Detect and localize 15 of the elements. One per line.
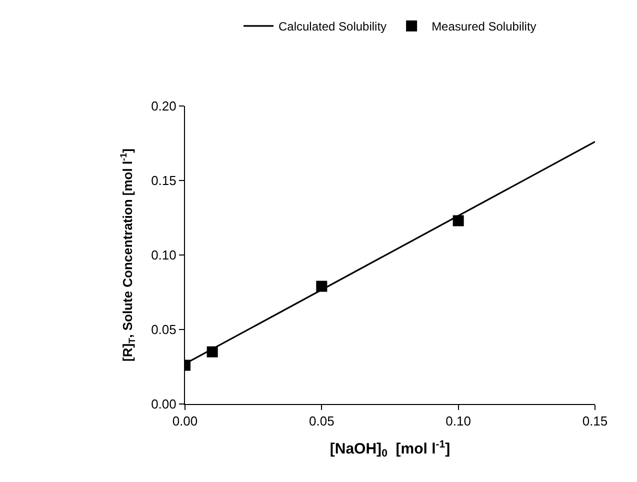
legend-label: Measured Solubility	[432, 20, 536, 34]
legend-label: Calculated Solubility	[278, 20, 387, 34]
y-tick-label: 0.05	[151, 322, 176, 338]
y-tick-label: 0.00	[151, 396, 176, 412]
x-tick-label: 0.10	[446, 414, 471, 429]
y-tick-label: 0.10	[151, 248, 176, 263]
x-axis-title: [NaOH]$_{0}$ [mol l$^{-1}$]	[330, 438, 450, 460]
point	[206, 346, 218, 358]
y-tick-label: 0.20	[151, 98, 176, 114]
y-tick-label: 0.15	[151, 173, 176, 188]
point	[452, 215, 464, 226]
point	[316, 280, 328, 292]
x-tick-label: 0.15	[582, 414, 608, 429]
x-tick-label: 0.00	[172, 414, 198, 429]
x-tick-label: 0.05	[309, 414, 334, 429]
